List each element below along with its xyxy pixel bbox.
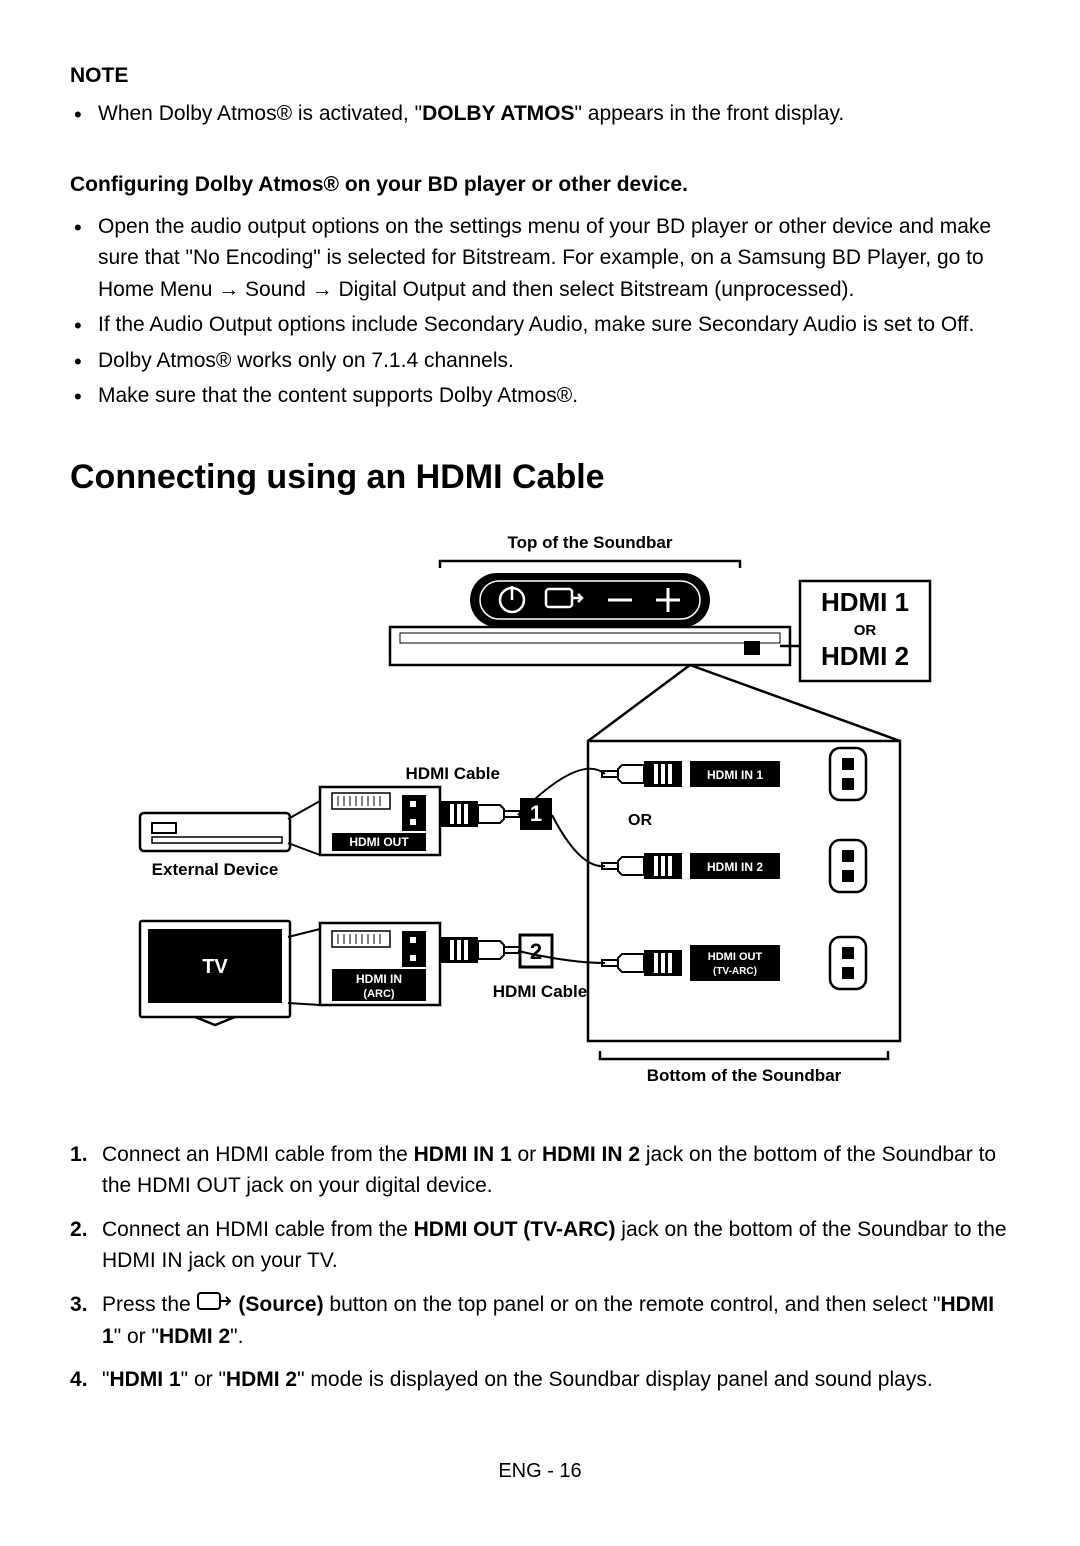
- label-arc: (ARC): [363, 988, 394, 1000]
- config-list: Open the audio output options on the set…: [70, 211, 1010, 412]
- note-list: When Dolby Atmos® is activated, "DOLBY A…: [70, 98, 1010, 130]
- port-hdmi-in-1: HDMI IN 1: [707, 768, 763, 782]
- step-1-a: Connect an HDMI cable from the: [102, 1143, 414, 1166]
- step-1-bold2: HDMI IN 2: [542, 1143, 640, 1166]
- config-item-1: Open the audio output options on the set…: [98, 211, 1010, 306]
- step-3-b: button on the top panel or on the remote…: [324, 1293, 941, 1316]
- connection-diagram: Top of the Soundbar HDMI 1 OR HDMI 2 HDM…: [70, 523, 1010, 1103]
- label-or-mid: OR: [628, 812, 652, 829]
- label-hdmi-cable-1: HDMI Cable: [406, 764, 500, 783]
- label-tv: TV: [202, 956, 228, 978]
- note-title: NOTE: [70, 60, 1010, 92]
- note-item-1-a: When Dolby Atmos® is activated, ": [98, 102, 422, 125]
- heading-hdmi-cable: Connecting using an HDMI Cable: [70, 452, 1010, 503]
- config-item-2: If the Audio Output options include Seco…: [98, 309, 1010, 341]
- port-hdmi-out-a: HDMI OUT: [708, 951, 763, 963]
- diagram-bottom-label: Bottom of the Soundbar: [647, 1066, 842, 1085]
- step-3-d: ".: [230, 1325, 243, 1348]
- port-hdmi-out-b: (TV-ARC): [713, 966, 757, 977]
- step-1: Connect an HDMI cable from the HDMI IN 1…: [102, 1139, 1010, 1202]
- config-item-4: Make sure that the content supports Dolb…: [98, 380, 1010, 412]
- diagram-num-2: 2: [530, 939, 542, 964]
- label-hdmi-cable-2: HDMI Cable: [493, 982, 587, 1001]
- note-item-1: When Dolby Atmos® is activated, "DOLBY A…: [98, 98, 1010, 130]
- note-item-1-bold: DOLBY ATMOS: [422, 102, 574, 125]
- note-item-1-b: " appears in the front display.: [575, 102, 845, 125]
- step-3-bold3: HDMI 2: [159, 1325, 230, 1348]
- step-1-bold1: HDMI IN 1: [414, 1143, 512, 1166]
- label-hdmi-out-ext: HDMI OUT: [349, 835, 409, 849]
- label-hdmi-in-tv: HDMI IN: [356, 972, 402, 986]
- config-item-3: Dolby Atmos® works only on 7.1.4 channel…: [98, 345, 1010, 377]
- step-4: "HDMI 1" or "HDMI 2" mode is displayed o…: [102, 1364, 1010, 1396]
- steps-list: Connect an HDMI cable from the HDMI IN 1…: [70, 1139, 1010, 1396]
- step-2-a: Connect an HDMI cable from the: [102, 1218, 414, 1241]
- step-4-bold2: HDMI 2: [226, 1368, 297, 1391]
- step-4-bold1: HDMI 1: [109, 1368, 180, 1391]
- step-2: Connect an HDMI cable from the HDMI OUT …: [102, 1214, 1010, 1277]
- step-3: Press the (Source) button on the top pan…: [102, 1289, 1010, 1353]
- step-4-b: " or ": [181, 1368, 226, 1391]
- label-external-device: External Device: [152, 860, 279, 879]
- step-1-b: or: [512, 1143, 542, 1166]
- config-title: Configuring Dolby Atmos® on your BD play…: [70, 169, 1010, 201]
- page-number: ENG - 16: [70, 1456, 1010, 1486]
- step-3-a: Press the: [102, 1293, 197, 1316]
- step-3-bold1: (Source): [238, 1293, 323, 1316]
- step-4-c: " mode is displayed on the Soundbar disp…: [297, 1368, 933, 1391]
- diagram-top-label: Top of the Soundbar: [508, 533, 673, 552]
- source-icon: [197, 1289, 233, 1321]
- label-hdmi2: HDMI 2: [821, 641, 909, 671]
- port-hdmi-in-2: HDMI IN 2: [707, 860, 763, 874]
- step-3-c: " or ": [114, 1325, 159, 1348]
- diagram-num-1: 1: [530, 801, 542, 826]
- step-2-bold1: HDMI OUT (TV-ARC): [414, 1218, 616, 1241]
- label-or-top: OR: [854, 622, 877, 639]
- label-hdmi1: HDMI 1: [821, 587, 909, 617]
